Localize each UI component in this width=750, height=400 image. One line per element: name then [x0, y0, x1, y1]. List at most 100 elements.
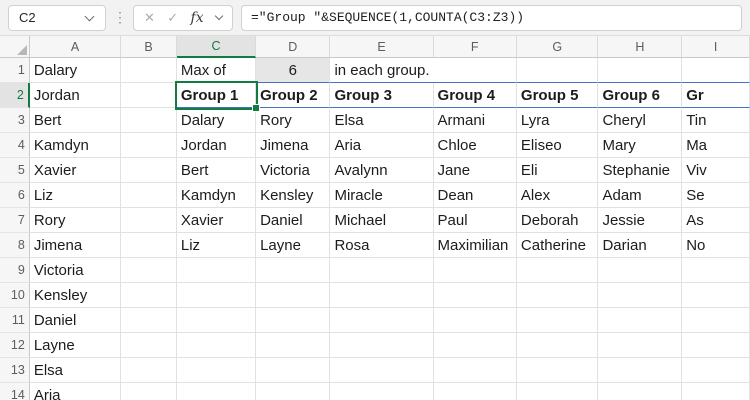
cell-H3[interactable]: Cheryl: [598, 108, 683, 133]
row-header-14[interactable]: 14: [0, 383, 30, 400]
cell-H1[interactable]: [598, 58, 683, 83]
row-header-2[interactable]: 2: [0, 83, 30, 108]
cell-A14[interactable]: Aria: [29, 383, 122, 400]
cell-H12[interactable]: [598, 333, 683, 358]
cell-E5[interactable]: Avalynn: [330, 158, 434, 183]
cell-C1[interactable]: Max of: [176, 58, 257, 83]
cell-C11[interactable]: [176, 308, 257, 333]
name-box[interactable]: C2: [8, 4, 106, 31]
column-header-E[interactable]: E: [330, 36, 434, 58]
row-header-3[interactable]: 3: [0, 108, 30, 133]
cell-A9[interactable]: Victoria: [29, 258, 122, 283]
cell-E7[interactable]: Michael: [330, 208, 434, 233]
cell-H6[interactable]: Adam: [598, 183, 683, 208]
row-header-11[interactable]: 11: [0, 308, 30, 333]
column-header-I[interactable]: I: [682, 36, 750, 58]
cell-I14[interactable]: [682, 383, 750, 400]
cell-B7[interactable]: [121, 208, 177, 233]
cell-D4[interactable]: Jimena: [256, 133, 331, 158]
cell-F12[interactable]: [433, 333, 517, 358]
cell-D8[interactable]: Layne: [256, 233, 331, 258]
cell-B9[interactable]: [121, 258, 177, 283]
formula-input[interactable]: ="Group "&SEQUENCE(1,COUNTA(C3:Z3)): [241, 4, 742, 31]
cell-C14[interactable]: [176, 383, 257, 400]
cell-A3[interactable]: Bert: [29, 108, 122, 133]
cell-I10[interactable]: [682, 283, 750, 308]
cell-H14[interactable]: [598, 383, 683, 400]
cell-I7[interactable]: As: [682, 208, 750, 233]
cell-I11[interactable]: [682, 308, 750, 333]
cell-G9[interactable]: [516, 258, 599, 283]
cell-D5[interactable]: Victoria: [256, 158, 331, 183]
column-header-F[interactable]: F: [433, 36, 517, 58]
column-header-H[interactable]: H: [598, 36, 683, 58]
cell-B13[interactable]: [121, 358, 177, 383]
fx-chevron-down-icon[interactable]: [214, 11, 224, 21]
cell-B12[interactable]: [121, 333, 177, 358]
cell-G1[interactable]: [516, 58, 599, 83]
cell-E6[interactable]: Miracle: [330, 183, 434, 208]
cell-E1[interactable]: in each group.: [330, 58, 434, 83]
insert-function-button[interactable]: fx: [190, 9, 204, 26]
cell-D6[interactable]: Kensley: [256, 183, 331, 208]
cell-E12[interactable]: [330, 333, 434, 358]
cell-C7[interactable]: Xavier: [176, 208, 257, 233]
cell-B11[interactable]: [121, 308, 177, 333]
cell-G6[interactable]: Alex: [516, 183, 599, 208]
cell-G3[interactable]: Lyra: [516, 108, 599, 133]
cell-C6[interactable]: Kamdyn: [176, 183, 257, 208]
cell-D1[interactable]: 6: [256, 58, 331, 83]
cell-H7[interactable]: Jessie: [598, 208, 683, 233]
cell-H2[interactable]: Group 6: [598, 83, 683, 108]
cell-G11[interactable]: [516, 308, 599, 333]
cell-A6[interactable]: Liz: [29, 183, 122, 208]
cell-C3[interactable]: Dalary: [176, 108, 257, 133]
cell-B8[interactable]: [121, 233, 177, 258]
cell-E2[interactable]: Group 3: [330, 83, 434, 108]
cell-B10[interactable]: [121, 283, 177, 308]
cell-E10[interactable]: [330, 283, 434, 308]
cell-G8[interactable]: Catherine: [516, 233, 599, 258]
cell-D11[interactable]: [256, 308, 331, 333]
cell-E4[interactable]: Aria: [330, 133, 434, 158]
cell-C2[interactable]: Group 1: [176, 83, 257, 108]
cell-G14[interactable]: [516, 383, 599, 400]
row-header-7[interactable]: 7: [0, 208, 30, 233]
cell-D13[interactable]: [256, 358, 331, 383]
column-header-B[interactable]: B: [121, 36, 177, 58]
cell-B6[interactable]: [121, 183, 177, 208]
fill-handle[interactable]: [252, 104, 260, 112]
cell-F4[interactable]: Chloe: [433, 133, 517, 158]
cell-H13[interactable]: [598, 358, 683, 383]
cancel-button[interactable]: ✕: [144, 10, 155, 25]
cell-A5[interactable]: Xavier: [29, 158, 122, 183]
cell-B3[interactable]: [121, 108, 177, 133]
cell-H4[interactable]: Mary: [598, 133, 683, 158]
cell-F5[interactable]: Jane: [433, 158, 517, 183]
cell-I9[interactable]: [682, 258, 750, 283]
cell-B5[interactable]: [121, 158, 177, 183]
cell-A4[interactable]: Kamdyn: [29, 133, 122, 158]
cell-G7[interactable]: Deborah: [516, 208, 599, 233]
cell-D7[interactable]: Daniel: [256, 208, 331, 233]
cell-F8[interactable]: Maximilian: [433, 233, 517, 258]
cell-A1[interactable]: Dalary: [29, 58, 122, 83]
cell-F9[interactable]: [433, 258, 517, 283]
cell-D10[interactable]: [256, 283, 331, 308]
cell-H11[interactable]: [598, 308, 683, 333]
cell-C5[interactable]: Bert: [176, 158, 257, 183]
name-box-chevron-down-icon[interactable]: [84, 11, 95, 21]
cell-B2[interactable]: [121, 83, 177, 108]
cell-A10[interactable]: Kensley: [29, 283, 122, 308]
row-header-12[interactable]: 12: [0, 333, 30, 358]
cell-H8[interactable]: Darian: [598, 233, 683, 258]
column-header-C[interactable]: C: [176, 36, 257, 58]
row-header-9[interactable]: 9: [0, 258, 30, 283]
column-header-A[interactable]: A: [29, 36, 122, 58]
cell-I3[interactable]: Tin: [682, 108, 750, 133]
cell-I2[interactable]: Gr: [682, 83, 750, 108]
cell-F13[interactable]: [433, 358, 517, 383]
enter-button[interactable]: ✓: [167, 10, 179, 25]
cell-B14[interactable]: [121, 383, 177, 400]
cell-G5[interactable]: Eli: [516, 158, 599, 183]
